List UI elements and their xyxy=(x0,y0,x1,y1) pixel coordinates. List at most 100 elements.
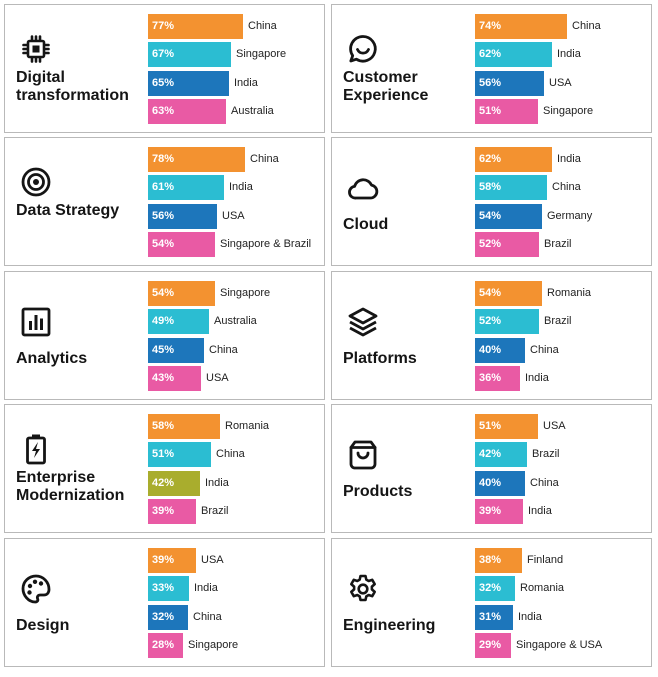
bar-value-label: 49% xyxy=(152,315,175,328)
bar-chart-icon xyxy=(20,306,52,338)
bar xyxy=(475,632,511,658)
bar xyxy=(475,337,525,363)
chart-title: Products xyxy=(343,483,413,500)
bar xyxy=(148,442,211,468)
bar-category-label: USA xyxy=(222,209,245,222)
bar-category-label: India xyxy=(234,76,258,89)
bar xyxy=(475,576,515,602)
bar xyxy=(475,604,513,630)
bar-category-label: Australia xyxy=(231,104,274,117)
bar-category-label: China xyxy=(572,20,601,32)
bar xyxy=(475,548,522,573)
bar-value-label: 40% xyxy=(479,343,502,356)
bar xyxy=(475,203,542,229)
bar xyxy=(475,498,523,524)
chart-title: Platforms xyxy=(343,350,417,367)
bar-category-label: India xyxy=(205,476,229,489)
chat-bubble-icon xyxy=(347,33,379,65)
shopping-bag-icon xyxy=(347,439,379,471)
chart-card-engineering: Engineering 38% Finland 32% Romania 31% India 2… xyxy=(331,538,652,667)
bar xyxy=(475,309,539,335)
bar xyxy=(148,604,188,630)
bar-category-label: Brazil xyxy=(201,504,229,517)
bar xyxy=(148,175,224,201)
bar-value-label: 33% xyxy=(152,582,175,595)
bar-category-label: Australia xyxy=(214,315,257,328)
bar-value-label: 38% xyxy=(479,554,502,566)
bar xyxy=(148,337,204,363)
bar xyxy=(148,365,201,391)
bar-value-label: 45% xyxy=(152,343,175,356)
bar-value-label: 58% xyxy=(479,181,502,194)
bar xyxy=(475,470,525,496)
bar-value-label: 54% xyxy=(152,287,175,299)
bar xyxy=(148,548,196,573)
bar xyxy=(148,231,215,257)
bar-value-label: 42% xyxy=(152,476,175,489)
bar xyxy=(148,281,215,306)
bar-value-label: 65% xyxy=(152,76,175,89)
bar-value-label: 63% xyxy=(152,104,175,117)
bar xyxy=(475,98,538,124)
bar-category-label: USA xyxy=(543,420,566,432)
chart-card-digital-transformation: Digital transformation 77% China 67% Singapo… xyxy=(4,4,325,133)
bar xyxy=(475,442,527,468)
bar xyxy=(475,147,552,172)
chart-card-customer-experience: Customer Experience 74% China 62% India 56% US… xyxy=(331,4,652,133)
bar xyxy=(148,203,217,229)
bar-category-label: Brazil xyxy=(544,237,572,250)
bar xyxy=(148,70,229,96)
bar-value-label: 36% xyxy=(479,371,502,384)
bar xyxy=(475,42,552,68)
chart-card-enterprise-modernization: Enterprise Modernization 58% Romania 51% Chi… xyxy=(4,404,325,533)
bar-category-label: China xyxy=(552,181,581,194)
bar xyxy=(148,470,200,496)
bar xyxy=(475,70,544,96)
charts-grid: Digital transformation 77% China 67% Singapo… xyxy=(4,4,656,672)
bar-value-label: 39% xyxy=(152,554,175,566)
bar-category-label: Singapore xyxy=(220,287,271,299)
bar xyxy=(148,414,220,439)
chart-card-platforms: Platforms 54% Romania 52% Brazil 40% China 36% I… xyxy=(331,271,652,400)
bar-category-label: Singapore & USA xyxy=(516,638,603,651)
bar-category-label: India xyxy=(557,48,581,61)
bar xyxy=(475,14,567,39)
bar-value-label: 43% xyxy=(152,371,175,384)
bar-category-label: China xyxy=(193,610,222,623)
bar-value-label: 29% xyxy=(479,638,502,651)
chart-card-products: Products 51% USA 42% Brazil 40% China 39% India xyxy=(331,404,652,533)
chart-card-analytics: Analytics 54% Singapore 49% Australia 45% Chin… xyxy=(4,271,325,400)
bar-category-label: Brazil xyxy=(532,448,560,461)
bar xyxy=(148,98,226,124)
bar-category-label: India xyxy=(557,153,581,165)
bar-value-label: 39% xyxy=(479,504,502,517)
bar-category-label: India xyxy=(229,181,253,194)
bar-value-label: 61% xyxy=(152,181,175,194)
chart-title: Design xyxy=(16,617,70,634)
bar xyxy=(148,632,183,658)
bar-value-label: 78% xyxy=(152,153,175,165)
battery-bolt-icon xyxy=(20,433,52,465)
bar-value-label: 51% xyxy=(479,420,502,432)
bar-value-label: 40% xyxy=(479,476,502,489)
gear-icon xyxy=(347,573,379,605)
bar-value-label: 52% xyxy=(479,315,502,328)
bar-category-label: India xyxy=(528,504,552,517)
bar-value-label: 32% xyxy=(152,610,175,623)
bar xyxy=(148,576,189,602)
bar xyxy=(475,281,542,306)
bar-value-label: 51% xyxy=(479,104,502,117)
bar xyxy=(148,147,245,172)
bar-value-label: 74% xyxy=(479,20,502,32)
bar-value-label: 54% xyxy=(479,209,502,222)
bar xyxy=(475,231,539,257)
bar-category-label: Singapore & Brazil xyxy=(220,237,312,250)
bar-value-label: 39% xyxy=(152,504,175,517)
bar xyxy=(475,414,538,439)
bar-category-label: Singapore xyxy=(543,104,594,117)
bar-category-label: Romania xyxy=(547,287,592,299)
bar-value-label: 77% xyxy=(152,20,175,32)
chart-title: Engineering xyxy=(343,617,436,634)
bar-category-label: India xyxy=(525,371,549,384)
chart-card-design: Design 39% USA 33% India 32% China 28% Singapore xyxy=(4,538,325,667)
